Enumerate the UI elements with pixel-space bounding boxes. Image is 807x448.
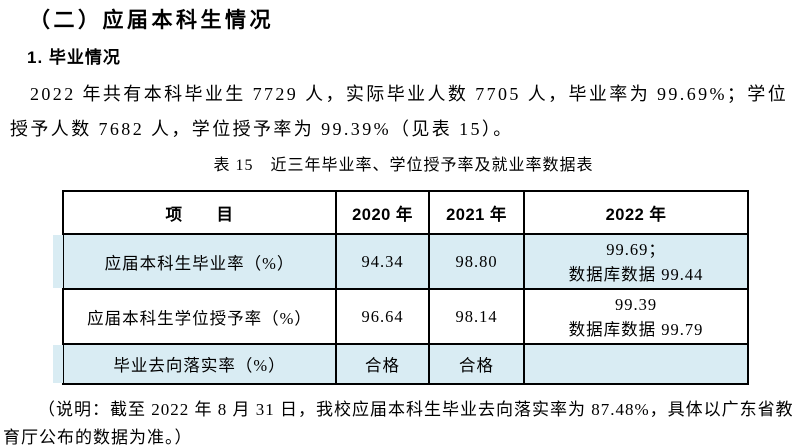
table-row-employment-rate: 毕业去向落实率（%） 合格 合格 xyxy=(62,343,749,385)
value-2022: 99.39 数据库数据 99.79 xyxy=(523,288,749,345)
value-2022-line1: 99.69； xyxy=(606,239,666,259)
row1-shading-bleed xyxy=(53,235,63,288)
header-year-2021: 2021 年 xyxy=(428,190,525,235)
value-2022-line1: 99.39 xyxy=(614,294,658,314)
row-label: 毕业去向落实率（%） xyxy=(62,343,337,385)
value-2021: 98.14 xyxy=(428,288,525,345)
header-item-column: 项 目 xyxy=(62,190,337,235)
row3-shading-bleed xyxy=(53,345,63,383)
paragraph-line-2: 授予人数 7682 人，学位授予率为 99.39%（见表 15）。 xyxy=(10,119,514,139)
table-row-graduation-rate: 应届本科生毕业率（%） 94.34 98.80 99.69； 数据库数据 99.… xyxy=(62,233,749,290)
header-year-2020: 2020 年 xyxy=(335,190,430,235)
table-container: 项 目 2020 年 2021 年 2022 年 应届本科生毕业率（%） 94.… xyxy=(53,190,749,385)
table-caption: 表 15 近三年毕业率、学位授予率及就业率数据表 xyxy=(213,157,594,174)
paragraph-line-1: 2022 年共有本科毕业生 7729 人，实际毕业人数 7705 人，毕业率为 … xyxy=(30,84,789,104)
note-line-2: 育厅公布的数据为准。） xyxy=(3,428,193,447)
row-label: 应届本科生学位授予率（%） xyxy=(62,288,337,345)
table-header-row: 项 目 2020 年 2021 年 2022 年 xyxy=(62,190,749,235)
graduation-data-table: 项 目 2020 年 2021 年 2022 年 应届本科生毕业率（%） 94.… xyxy=(62,190,749,385)
value-2022-empty xyxy=(523,343,749,385)
subsection-heading: 1. 毕业情况 xyxy=(27,48,121,67)
table-row-degree-rate: 应届本科生学位授予率（%） 96.64 98.14 99.39 数据库数据 99… xyxy=(62,288,749,345)
value-2021: 98.80 xyxy=(428,233,525,290)
header-year-2022: 2022 年 xyxy=(523,190,749,235)
value-2022-line2: 数据库数据 99.79 xyxy=(568,319,704,339)
value-2020: 94.34 xyxy=(335,233,430,290)
value-2020: 合格 xyxy=(335,343,430,385)
value-2022-line2: 数据库数据 99.44 xyxy=(568,264,704,284)
row-label: 应届本科生毕业率（%） xyxy=(62,233,337,290)
value-2021: 合格 xyxy=(428,343,525,385)
value-2022: 99.69； 数据库数据 99.44 xyxy=(523,233,749,290)
note-line-1: （说明：截至 2022 年 8 月 31 日，我校应届本科生毕业去向落实率为 8… xyxy=(38,400,794,419)
section-heading: （二）应届本科生情况 xyxy=(29,9,274,32)
value-2020: 96.64 xyxy=(335,288,430,345)
